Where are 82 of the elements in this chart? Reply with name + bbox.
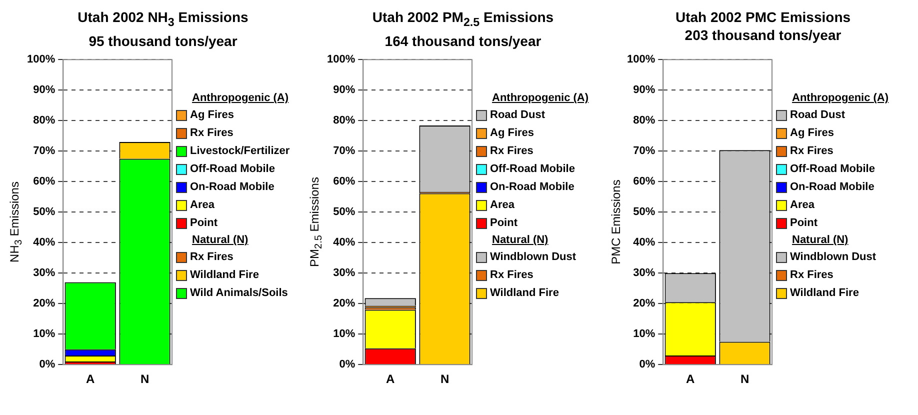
x-tick-label: N — [140, 372, 150, 386]
legend-label: Off-Road Mobile — [490, 163, 575, 175]
y-tick-label: 40% — [333, 236, 356, 249]
legend-label: Area — [190, 199, 214, 211]
legend-label: Area — [790, 199, 814, 211]
legend-label: Point — [190, 217, 218, 229]
y-tick-label: 10% — [633, 328, 656, 340]
x-tick-label: A — [386, 372, 396, 386]
chart-title: Utah 2002 PMC Emissions — [674, 8, 852, 26]
legend-label: Rx Fires — [190, 127, 234, 139]
chart-title: Utah 2002 NH$_{3}$ Emissions — [76, 8, 250, 31]
y-tick-label: 60% — [333, 176, 356, 188]
text: Natural (N) — [792, 234, 850, 246]
y-tick-label: 40% — [33, 236, 56, 249]
legend-label: Livestock/Fertilizer — [190, 145, 290, 157]
y-tick-label: 0% — [339, 358, 356, 371]
y-tick-label: 100% — [26, 54, 56, 66]
x-tick-label: N — [440, 372, 450, 386]
y-tick-label: 30% — [33, 267, 56, 280]
x-tick-label: A — [686, 372, 696, 386]
x-tick-label: A — [86, 372, 96, 386]
y-axis-title: PMC Emissions — [609, 180, 623, 264]
legend-label: Rx Fires — [190, 251, 234, 263]
y-tick-label: 80% — [633, 114, 656, 127]
y-tick-label: 0% — [639, 358, 656, 371]
legend-label: On-Road Mobile — [190, 181, 274, 193]
legend-title: Anthropogenic (A) — [792, 92, 890, 104]
y-tick-label: 80% — [333, 114, 356, 127]
y-tick-label: 90% — [633, 84, 656, 96]
legend-label: Rx Fires — [490, 145, 534, 157]
y-tick-label: 30% — [633, 267, 656, 280]
y-tick-label: 70% — [333, 145, 356, 158]
legend-label: Ag Fires — [190, 109, 234, 121]
x-tick-label: N — [740, 372, 750, 386]
legend-label: Road Dust — [490, 109, 545, 121]
y-tick-label: 20% — [33, 298, 56, 310]
y-tick-label: 90% — [33, 84, 56, 96]
legend-label: Windblown Dust — [490, 251, 576, 263]
y-tick-label: 10% — [33, 328, 56, 340]
y-tick-label: 90% — [333, 84, 356, 96]
legend-label: Area — [490, 199, 514, 211]
chart-subtitle: 164 thousand tons/year — [384, 32, 542, 50]
y-tick-label: 20% — [333, 298, 356, 310]
y-tick-label: 70% — [33, 145, 56, 158]
chart-subtitle: 95 thousand tons/year — [88, 32, 238, 50]
y-tick-label: 70% — [633, 145, 656, 158]
legend-label: Wild Animals/Soils — [190, 287, 288, 299]
y-tick-label: 100% — [326, 54, 356, 66]
y-tick-label: 100% — [626, 54, 656, 66]
legend-label: Ag Fires — [790, 127, 834, 139]
text: Natural (N) — [192, 234, 250, 246]
y-tick-label: 40% — [633, 236, 656, 249]
y-tick-label: 60% — [633, 176, 656, 188]
legend-label: Off-Road Mobile — [790, 163, 875, 175]
legend-label: Off-Road Mobile — [190, 163, 275, 175]
chart-title: Utah 2002 PM$_{2.5}$ Emissions — [371, 8, 555, 31]
legend-label: Windblown Dust — [790, 251, 876, 263]
chart-subtitle: 203 thousand tons/year — [684, 26, 842, 44]
legend-label: Wildland Fire — [190, 269, 259, 281]
legend-label: Ag Fires — [490, 127, 534, 139]
legend-title: Anthropogenic (A) — [192, 92, 290, 104]
y-tick-label: 50% — [33, 206, 56, 218]
legend-label: Wildland Fire — [790, 287, 859, 299]
y-tick-label: 80% — [33, 114, 56, 127]
y-tick-label: 0% — [39, 358, 56, 371]
y-tick-label: 30% — [333, 267, 356, 280]
y-tick-label: 50% — [333, 206, 356, 218]
legend-label: On-Road Mobile — [790, 181, 874, 193]
legend-label: Rx Fires — [790, 145, 834, 157]
y-tick-label: 60% — [33, 176, 56, 188]
legend-label: Rx Fires — [790, 269, 834, 281]
y-tick-label: 50% — [633, 206, 656, 218]
legend-label: Point — [790, 217, 818, 229]
legend-label: Rx Fires — [490, 269, 534, 281]
legend-label: Road Dust — [790, 109, 845, 121]
legend-title: Anthropogenic (A) — [492, 92, 590, 104]
y-tick-label: 10% — [333, 328, 356, 340]
legend-label: Point — [490, 217, 518, 229]
legend-label: Wildland Fire — [490, 287, 559, 299]
y-tick-label: 20% — [633, 298, 656, 310]
text: Natural (N) — [492, 234, 550, 246]
legend-label: On-Road Mobile — [490, 181, 574, 193]
